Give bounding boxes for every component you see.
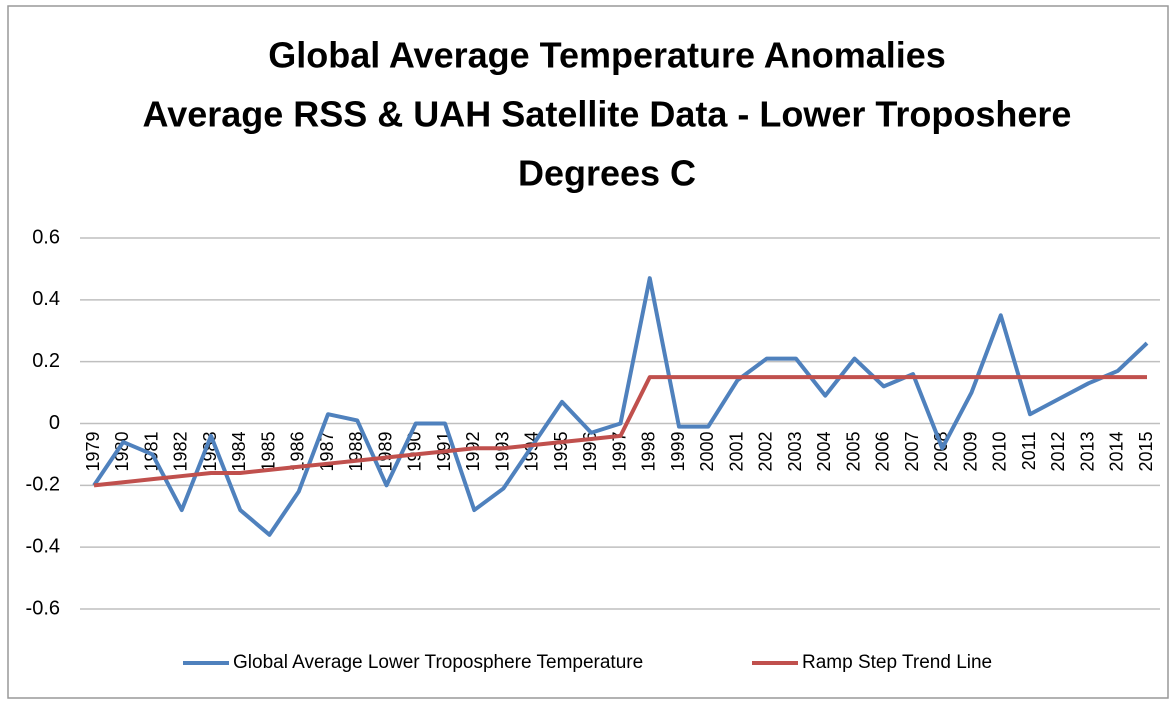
x-tick-label: 2012 xyxy=(1048,432,1068,472)
x-tick-label: 2000 xyxy=(697,432,717,472)
y-tick-label: 0 xyxy=(49,412,60,434)
chart-title: Degrees C xyxy=(518,153,696,194)
y-tick-label: -0.6 xyxy=(26,597,60,619)
chart-frame xyxy=(7,5,1169,699)
x-tick-label: 2015 xyxy=(1136,432,1156,472)
x-tick-label: 1997 xyxy=(609,432,629,472)
y-tick-label: 0.4 xyxy=(32,288,60,310)
x-tick-label: 2014 xyxy=(1107,432,1127,472)
x-tick-label: 2009 xyxy=(960,432,980,472)
x-tick-label: 1998 xyxy=(639,432,659,472)
series-line xyxy=(92,276,1149,537)
y-tick-label: -0.2 xyxy=(26,474,60,496)
legend-label: Ramp Step Trend Line xyxy=(802,652,992,673)
y-tick-label: 0.6 xyxy=(32,226,60,248)
x-tick-label: 1989 xyxy=(375,432,395,472)
x-tick-label: 2013 xyxy=(1077,432,1097,472)
x-tick-label: 2001 xyxy=(726,432,746,472)
x-tick-label: 1979 xyxy=(83,432,103,472)
y-tick-label: -0.4 xyxy=(26,535,60,557)
x-tick-label: 1992 xyxy=(463,432,483,472)
x-tick-label: 1985 xyxy=(258,432,278,472)
x-tick-label: 2002 xyxy=(756,432,776,472)
x-tick-label: 2007 xyxy=(902,432,922,472)
series-line xyxy=(93,375,1147,488)
chart-title: Average RSS & UAH Satellite Data - Lower… xyxy=(143,94,1072,135)
x-tick-label: 2011 xyxy=(1019,432,1039,471)
x-tick-label: 1993 xyxy=(492,432,512,472)
x-tick-label: 1982 xyxy=(171,432,191,472)
legend-label: Global Average Lower Troposphere Tempera… xyxy=(233,652,643,673)
x-tick-label: 2003 xyxy=(785,432,805,472)
x-tick-label: 1984 xyxy=(229,432,249,472)
x-tick-label: 2006 xyxy=(873,432,893,472)
x-tick-label: 1990 xyxy=(405,432,425,472)
x-tick-label: 2004 xyxy=(814,432,834,472)
chart-title: Global Average Temperature Anomalies xyxy=(268,35,946,76)
x-tick-label: 2010 xyxy=(990,432,1010,472)
x-tick-label: 1995 xyxy=(551,432,571,472)
x-tick-label: 2005 xyxy=(843,432,863,472)
x-tick-label: 1999 xyxy=(668,432,688,472)
y-tick-label: 0.2 xyxy=(32,350,60,372)
x-tick-label: 1986 xyxy=(288,432,308,472)
